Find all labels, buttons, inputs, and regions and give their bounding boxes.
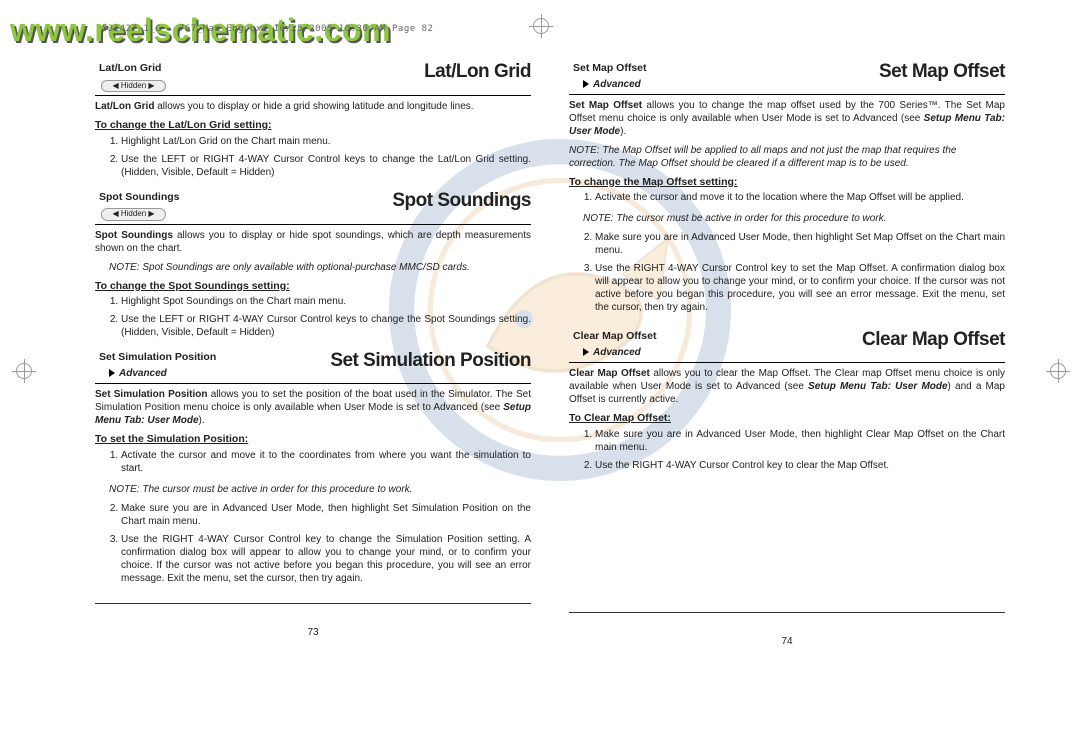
clearmap-menu-label: Clear Map Offset xyxy=(569,328,694,346)
latlon-menu-label: Lat/Lon Grid xyxy=(95,60,215,78)
crop-mark-right xyxy=(1050,363,1066,379)
page-number-right: 74 xyxy=(569,635,1005,648)
page-header-meta: 531427-1_C - 767_Man_Eng.qxd 10/25/2005 … xyxy=(102,24,433,36)
setmap-menu-label: Set Map Offset xyxy=(569,60,694,78)
sim-menu-label: Set Simulation Position xyxy=(95,349,235,367)
spot-toggle: ◀ Hidden ▶ xyxy=(101,208,166,220)
latlon-toggle: ◀ Hidden ▶ xyxy=(101,80,166,92)
page-number-left: 73 xyxy=(95,626,531,639)
crop-mark-top xyxy=(533,18,549,34)
sim-title: Set Simulation Position xyxy=(330,349,531,374)
spot-menu-label: Spot Soundings xyxy=(95,189,215,207)
spot-title: Spot Soundings xyxy=(392,189,531,214)
setmap-title: Set Map Offset xyxy=(879,60,1005,85)
right-page: Set Map Offset Advanced Set Map Offset S… xyxy=(569,60,1005,648)
clearmap-title: Clear Map Offset xyxy=(862,328,1005,353)
crop-mark-left xyxy=(16,363,32,379)
left-page: Lat/Lon Grid ◀ Hidden ▶ Lat/Lon Grid Lat… xyxy=(95,60,531,648)
latlon-title: Lat/Lon Grid xyxy=(424,60,531,85)
spot-note: NOTE: Spot Soundings are only available … xyxy=(109,261,531,274)
latlon-subhead: To change the Lat/Lon Grid setting: xyxy=(95,119,531,133)
